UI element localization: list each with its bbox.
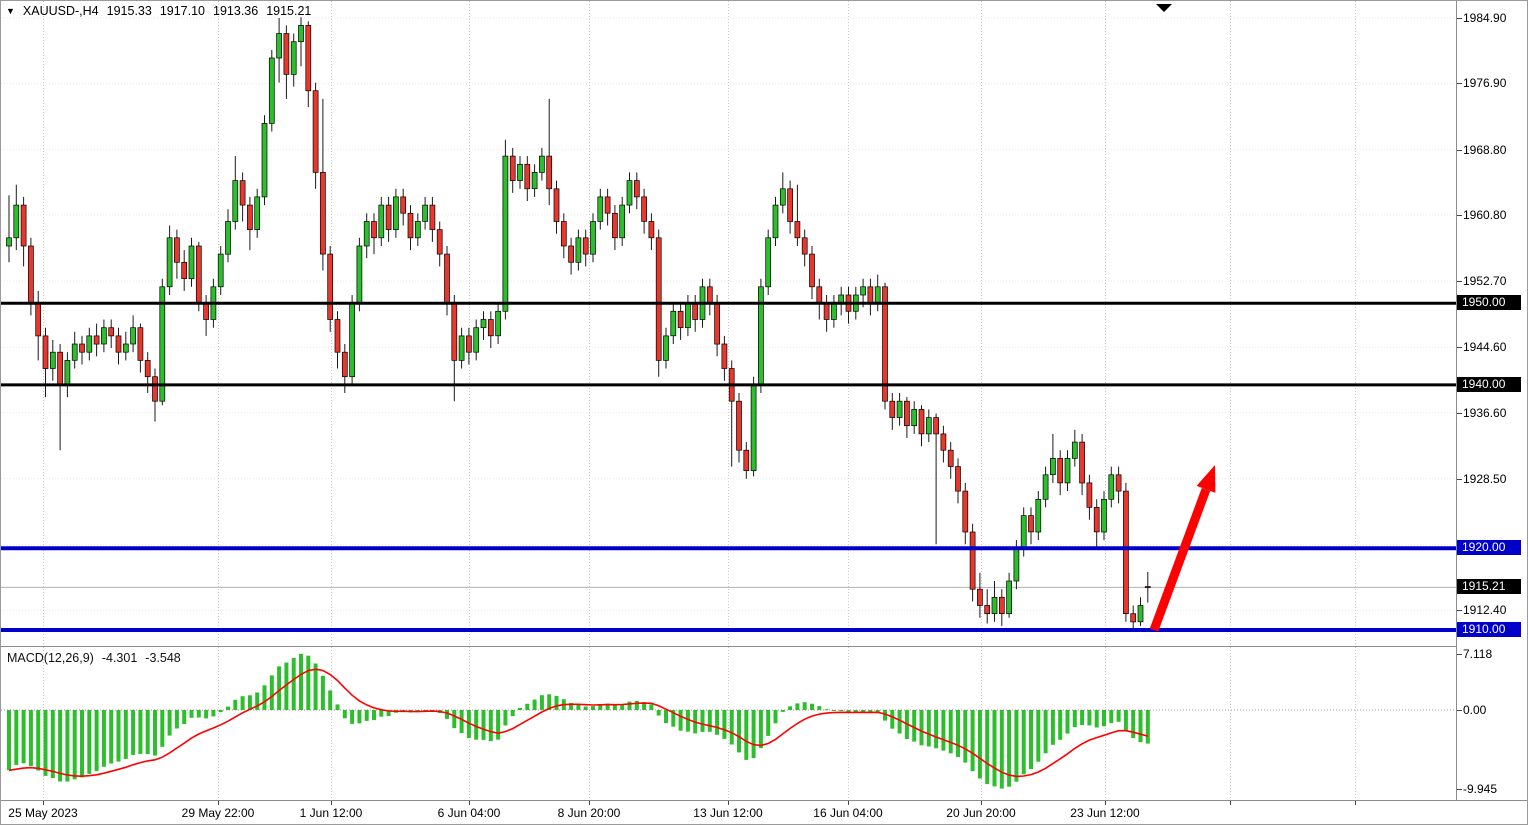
price-tick-label: 1952.70	[1463, 274, 1507, 288]
time-tick-mark	[1105, 801, 1106, 805]
price-tick-label: 1976.90	[1463, 76, 1507, 90]
macd-tick-mark	[1457, 710, 1462, 711]
symbol-collapse-icon[interactable]: ▼	[6, 6, 15, 16]
price-tick-label: 1960.80	[1463, 208, 1507, 222]
chart-title: ▼ XAUUSD-,H4 1915.33 1917.10 1913.36 191…	[6, 4, 311, 18]
price-tick-label: 1912.40	[1463, 603, 1507, 617]
time-tick-mark	[218, 801, 219, 805]
price-tick-label: 1928.50	[1463, 472, 1507, 486]
level-price-badge: 1950.00	[1457, 295, 1521, 310]
time-tick-mark	[981, 801, 982, 805]
price-tick-label: 1936.60	[1463, 406, 1507, 420]
time-axis-label: 25 May 2023	[8, 806, 78, 820]
price-axis-separator	[1456, 1, 1457, 800]
macd-name: MACD(12,26,9)	[7, 651, 94, 665]
time-tick-mark	[728, 801, 729, 805]
timeline-separator	[1, 800, 1527, 801]
price-tick-mark	[1457, 610, 1462, 611]
macd-tick-label: 0.00	[1463, 703, 1487, 717]
time-axis-label: 6 Jun 04:00	[437, 806, 501, 820]
candles	[6, 17, 1151, 629]
macd-tick-mark	[1457, 654, 1462, 655]
trend-arrow-annotation[interactable]	[1149, 465, 1216, 632]
panel-separator[interactable]	[1, 646, 1527, 647]
support-resistance-lines[interactable]	[1, 301, 1456, 632]
price-tick-label: 1968.80	[1463, 143, 1507, 157]
ohlc-open-value: 1915.33	[106, 4, 152, 18]
price-tick-mark	[1457, 479, 1462, 480]
price-tick-mark	[1457, 18, 1462, 19]
time-axis[interactable]: 25 May 2023 29 May 22:00 1 Jun 12:00 6 Jun …	[1, 801, 1527, 824]
time-axis-label: 13 Jun 12:00	[693, 806, 763, 820]
price-tick-mark	[1457, 215, 1462, 216]
time-axis-label: 8 Jun 20:00	[557, 806, 621, 820]
price-chart-canvas[interactable]	[1, 1, 1456, 646]
time-tick-mark	[43, 801, 44, 805]
current-price-badge: 1915.21	[1457, 579, 1521, 594]
price-tick-mark	[1457, 150, 1462, 151]
ohlc-low-value: 1913.36	[213, 4, 259, 18]
macd-gridlines	[1, 647, 1456, 800]
time-axis-label: 29 May 22:00	[181, 806, 255, 820]
ohlc-high-value: 1917.10	[159, 4, 206, 18]
time-tick-mark	[589, 801, 590, 805]
chart-shift-marker[interactable]	[1156, 4, 1172, 12]
level-price-badge: 1920.00	[1457, 540, 1521, 555]
price-tick-mark	[1457, 281, 1462, 282]
macd-main-value: -4.301	[101, 651, 138, 665]
macd-indicator-label: MACD(12,26,9) -4.301 -3.548	[7, 651, 181, 665]
time-tick-mark	[1230, 801, 1231, 805]
time-tick-mark	[848, 801, 849, 805]
price-tick-mark	[1457, 83, 1462, 84]
time-axis-label: 23 Jun 12:00	[1070, 806, 1140, 820]
macd-signal-line	[8, 668, 1149, 778]
price-axis[interactable]: 1984.90 1976.90 1968.80 1960.80 1952.70 1944.…	[1457, 1, 1527, 800]
price-tick-label: 1944.60	[1463, 340, 1507, 354]
macd-tick-label: 7.118	[1463, 647, 1493, 661]
time-tick-mark	[469, 801, 470, 805]
level-price-badge: 1910.00	[1457, 622, 1521, 637]
time-axis-label: 20 Jun 20:00	[946, 806, 1016, 820]
time-tick-mark	[331, 801, 332, 805]
time-tick-mark	[1355, 801, 1356, 805]
price-tick-mark	[1457, 347, 1462, 348]
macd-panel-canvas[interactable]	[1, 647, 1456, 800]
macd-tick-label: -9.945	[1463, 782, 1498, 796]
ohlc-close-value: 1915.21	[266, 4, 312, 18]
macd-signal-value: -3.548	[145, 651, 181, 665]
price-tick-mark	[1457, 413, 1462, 414]
time-axis-label: 16 Jun 04:00	[813, 806, 883, 820]
macd-histogram	[7, 653, 1150, 789]
symbol-timeframe-label: XAUUSD-,H4	[22, 4, 99, 18]
time-axis-label: 1 Jun 12:00	[299, 806, 363, 820]
macd-tick-mark	[1457, 789, 1462, 790]
price-tick-label: 1984.90	[1463, 11, 1507, 25]
level-price-badge: 1940.00	[1457, 377, 1521, 392]
